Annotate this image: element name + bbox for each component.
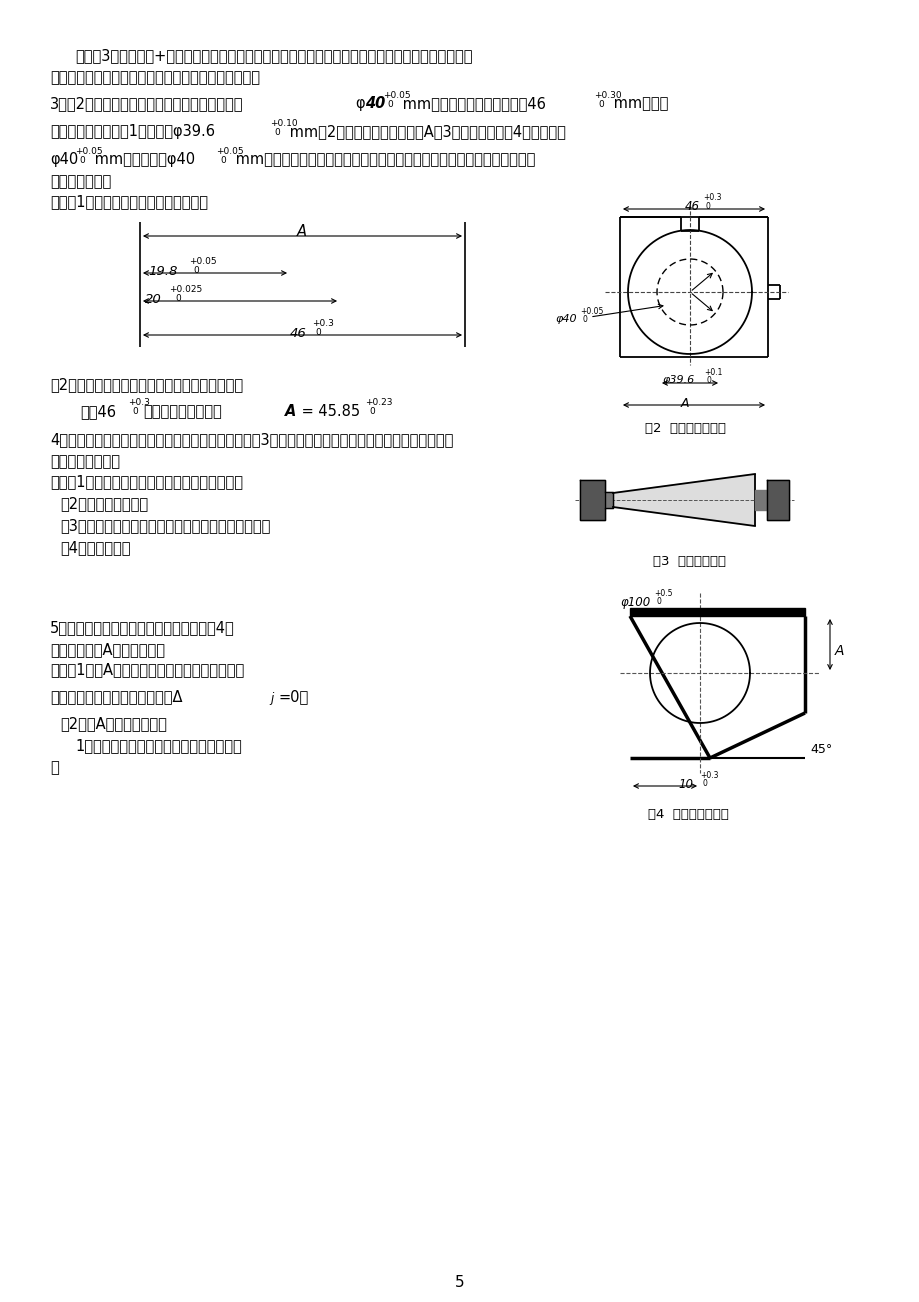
Text: +0.10: +0.10 <box>269 118 298 128</box>
Text: 0: 0 <box>705 202 710 211</box>
Text: 0: 0 <box>314 328 321 337</box>
Text: 0: 0 <box>597 100 603 109</box>
Text: 0: 0 <box>706 376 711 385</box>
Text: （3）车床纵导轨与工件回转轴线在水平面内不平行；: （3）车床纵导轨与工件回转轴线在水平面内不平行； <box>60 518 270 533</box>
Text: = 45.85: = 45.85 <box>297 404 359 419</box>
Text: +0.1: +0.1 <box>703 368 721 378</box>
Text: +0.30: +0.30 <box>594 91 621 100</box>
Text: 误差的主要原因。: 误差的主要原因。 <box>50 454 119 469</box>
Polygon shape <box>630 608 804 616</box>
Text: +0.5: +0.5 <box>653 589 672 598</box>
Text: 解：（1）车床纵导轨在水平面内的直线度误差；: 解：（1）车床纵导轨在水平面内的直线度误差； <box>50 474 243 490</box>
Text: 46: 46 <box>685 201 699 214</box>
Text: 1）求工件外圆尺寸变化引起的基准位移误: 1）求工件外圆尺寸变化引起的基准位移误 <box>75 738 242 753</box>
Text: +0.05: +0.05 <box>382 91 410 100</box>
Text: （4）误差复映。: （4）误差复映。 <box>60 540 130 555</box>
Text: mm，同时保证φ40: mm，同时保证φ40 <box>90 152 195 167</box>
Text: （2）求A基准位移误差：: （2）求A基准位移误差： <box>60 716 166 730</box>
Text: 5．在轴上铣一键槽，工件的定位方案如图4所: 5．在轴上铣一键槽，工件的定位方案如图4所 <box>50 620 234 635</box>
Text: 45°: 45° <box>809 743 832 756</box>
Text: 46: 46 <box>289 327 306 340</box>
Text: mm需淬硬，键槽尺寸深度为46: mm需淬硬，键槽尺寸深度为46 <box>398 96 545 111</box>
Text: 0: 0 <box>369 408 374 417</box>
Text: +0.3: +0.3 <box>702 193 720 202</box>
Text: +0.3: +0.3 <box>699 771 718 780</box>
Polygon shape <box>766 480 789 519</box>
Text: A: A <box>285 404 296 419</box>
Text: 0: 0 <box>131 408 138 417</box>
Text: φ: φ <box>355 96 364 111</box>
Text: 0: 0 <box>387 100 392 109</box>
Text: 知，基准不重合误差等于零，即Δ: 知，基准不重合误差等于零，即Δ <box>50 689 182 704</box>
Text: mm。2）插键槽，工序尺寸为A。3）淬火热处理。4）磨内孔至: mm。2）插键槽，工序尺寸为A。3）淬火热处理。4）磨内孔至 <box>285 124 565 139</box>
Text: 图2  齿轮孔的局部图: 图2 齿轮孔的局部图 <box>644 422 725 435</box>
Text: 差: 差 <box>50 760 59 775</box>
Polygon shape <box>605 492 612 508</box>
Text: mm。孔和: mm。孔和 <box>608 96 667 111</box>
Text: j: j <box>269 691 273 704</box>
Text: 10: 10 <box>677 779 692 792</box>
Text: +0.23: +0.23 <box>365 398 392 408</box>
Text: φ40: φ40 <box>50 152 78 167</box>
Text: φ40: φ40 <box>554 314 576 324</box>
Text: A: A <box>297 224 307 240</box>
Text: 示，试求尺寸A的定位误差。: 示，试求尺寸A的定位误差。 <box>50 642 165 658</box>
Text: φ100: φ100 <box>619 596 650 609</box>
Text: 尺寸46: 尺寸46 <box>80 404 116 419</box>
Text: 20: 20 <box>145 293 162 306</box>
Text: 0: 0 <box>656 598 661 605</box>
Text: 40: 40 <box>365 96 385 111</box>
Text: 0: 0 <box>175 294 180 303</box>
Text: +0.3: +0.3 <box>312 319 334 328</box>
Text: （2）解尺寸链，可得插键槽工序尺寸及公差为：: （2）解尺寸链，可得插键槽工序尺寸及公差为： <box>50 378 243 392</box>
Text: 3．图2所示为齿轮孔的局部图，设计尺寸是：孔: 3．图2所示为齿轮孔的局部图，设计尺寸是：孔 <box>50 96 244 111</box>
Text: mm（假设磨孔和镗孔时的同轴度误差很小，可忽略）。试求插键槽的工序: mm（假设磨孔和镗孔时的同轴度误差很小，可忽略）。试求插键槽的工序 <box>231 152 535 167</box>
Polygon shape <box>579 480 605 519</box>
Text: +0.05: +0.05 <box>188 256 216 266</box>
Text: +0.3: +0.3 <box>128 398 150 408</box>
Text: 为封闭环，解之得：: 为封闭环，解之得： <box>142 404 221 419</box>
Text: 0: 0 <box>193 266 199 275</box>
Text: 0: 0 <box>274 128 279 137</box>
Text: 是为了降低和消除淬火内应力，获得所需的使用性能。: 是为了降低和消除淬火内应力，获得所需的使用性能。 <box>50 70 260 85</box>
Text: 解：（1）求A的基准不重合误差：由定位方案可: 解：（1）求A的基准不重合误差：由定位方案可 <box>50 661 244 677</box>
Text: 图4  铣平面定位方案: 图4 铣平面定位方案 <box>647 809 728 822</box>
Text: +0.05: +0.05 <box>75 147 103 156</box>
Text: 0: 0 <box>79 156 85 165</box>
Text: =0。: =0。 <box>278 689 309 704</box>
Text: 尺寸及其公差。: 尺寸及其公差。 <box>50 174 111 189</box>
Text: 0: 0 <box>220 156 225 165</box>
Text: 解：（1）由题意，列尺寸链如图所示。: 解：（1）由题意，列尺寸链如图所示。 <box>50 194 208 210</box>
Text: +0.05: +0.05 <box>216 147 244 156</box>
Text: A: A <box>680 397 688 410</box>
Text: 19.8: 19.8 <box>148 266 177 279</box>
Polygon shape <box>754 490 766 510</box>
Text: 键槽的加工顺序是：1）镗孔至φ39.6: 键槽的加工顺序是：1）镗孔至φ39.6 <box>50 124 215 139</box>
Text: +0.05: +0.05 <box>579 307 603 316</box>
Text: +0.025: +0.025 <box>169 285 202 294</box>
Text: A: A <box>834 644 844 658</box>
Text: 5: 5 <box>455 1275 464 1290</box>
Text: 热处理3：表面淬火+低温回火；表面淬火是为了提高轮齿表面硬度，保证齿面的力学性能，低温回火: 热处理3：表面淬火+低温回火；表面淬火是为了提高轮齿表面硬度，保证齿面的力学性能… <box>75 48 472 62</box>
Text: 4．在车床上加工一批轴的外圆，加工后经测量有如图3所示的锥形形状误差，试分析可能产生上述形状: 4．在车床上加工一批轴的外圆，加工后经测量有如图3所示的锥形形状误差，试分析可能… <box>50 432 453 447</box>
Text: 0: 0 <box>702 779 707 788</box>
Polygon shape <box>612 474 754 526</box>
Text: 0: 0 <box>583 315 587 324</box>
Text: （2）刀具线性磨损；: （2）刀具线性磨损； <box>60 496 148 510</box>
Text: φ39.6: φ39.6 <box>662 375 694 385</box>
Text: 图3  锥形加工误差: 图3 锥形加工误差 <box>652 555 725 568</box>
